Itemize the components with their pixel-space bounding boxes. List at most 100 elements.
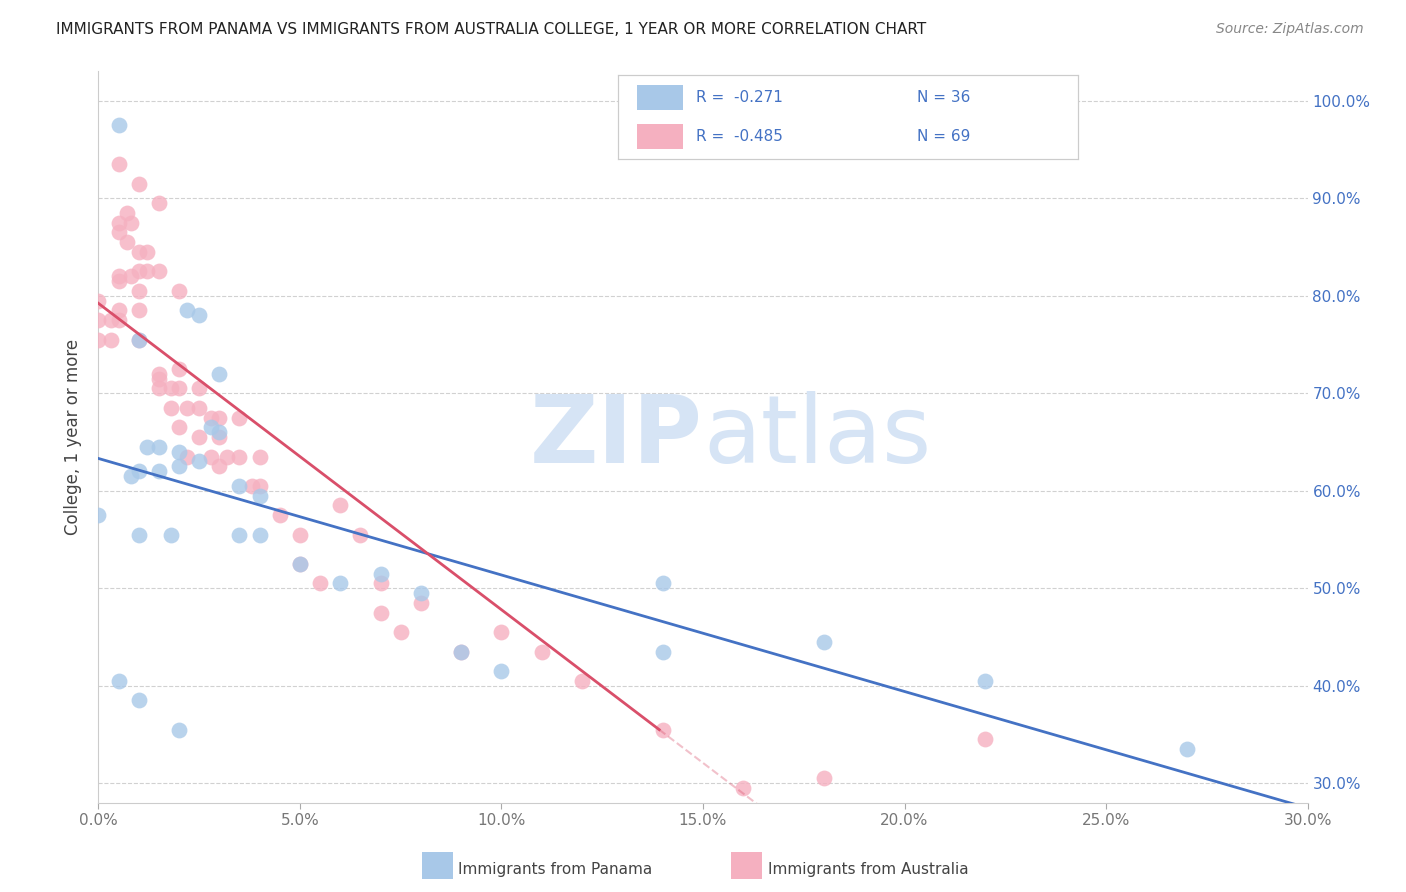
Point	[200, 450, 222, 464]
Point	[128, 693, 150, 707]
Point	[208, 459, 231, 474]
Point	[128, 264, 150, 278]
Point	[228, 410, 250, 425]
Point	[100, 313, 122, 327]
Point	[128, 303, 150, 318]
Point	[107, 274, 129, 288]
Point	[208, 410, 231, 425]
Point	[135, 244, 157, 259]
Point	[188, 401, 211, 415]
Point	[107, 118, 129, 132]
Point	[87, 508, 110, 522]
Point	[1175, 742, 1198, 756]
Point	[167, 459, 190, 474]
Point	[115, 235, 138, 249]
Point	[128, 333, 150, 347]
Point	[128, 177, 150, 191]
Point	[120, 269, 142, 284]
Point	[167, 444, 190, 458]
Point	[288, 527, 311, 541]
Point	[135, 440, 157, 454]
Point	[651, 576, 673, 591]
Point	[651, 645, 673, 659]
Point	[228, 450, 250, 464]
Point	[309, 576, 332, 591]
Point	[217, 450, 239, 464]
Point	[176, 401, 198, 415]
Point	[200, 410, 222, 425]
Point	[148, 371, 170, 385]
Point	[128, 284, 150, 298]
Point	[208, 430, 231, 444]
Point	[107, 673, 129, 688]
Point	[208, 367, 231, 381]
Point	[208, 425, 231, 440]
Text: Source: ZipAtlas.com: Source: ZipAtlas.com	[1216, 22, 1364, 37]
Text: ZIP: ZIP	[530, 391, 703, 483]
Point	[167, 381, 190, 395]
Point	[160, 527, 183, 541]
Point	[329, 499, 352, 513]
Point	[107, 313, 129, 327]
Point	[389, 625, 412, 640]
Point	[450, 645, 472, 659]
Y-axis label: College, 1 year or more: College, 1 year or more	[65, 339, 83, 535]
Point	[148, 440, 170, 454]
Point	[370, 576, 392, 591]
Point	[167, 361, 190, 376]
Point	[128, 464, 150, 478]
Point	[160, 381, 183, 395]
Point	[974, 732, 997, 747]
Text: atlas: atlas	[703, 391, 931, 483]
Point	[813, 635, 835, 649]
Text: IMMIGRANTS FROM PANAMA VS IMMIGRANTS FROM AUSTRALIA COLLEGE, 1 YEAR OR MORE CORR: IMMIGRANTS FROM PANAMA VS IMMIGRANTS FRO…	[56, 22, 927, 37]
Point	[167, 284, 190, 298]
Point	[370, 566, 392, 581]
Point	[450, 645, 472, 659]
Point	[167, 420, 190, 434]
Point	[188, 381, 211, 395]
Point	[120, 469, 142, 483]
Point	[409, 586, 432, 600]
Point	[249, 489, 271, 503]
Point	[148, 367, 170, 381]
Point	[349, 527, 371, 541]
Point	[491, 625, 513, 640]
Point	[148, 381, 170, 395]
Point	[128, 333, 150, 347]
Point	[148, 464, 170, 478]
Point	[188, 454, 211, 468]
Point	[813, 772, 835, 786]
Point	[370, 606, 392, 620]
Point	[651, 723, 673, 737]
Point	[87, 293, 110, 308]
Point	[107, 225, 129, 239]
Point	[571, 673, 593, 688]
Point	[329, 576, 352, 591]
Point	[167, 723, 190, 737]
Point	[228, 527, 250, 541]
Point	[249, 527, 271, 541]
Point	[409, 596, 432, 610]
Point	[107, 303, 129, 318]
Point	[128, 244, 150, 259]
Point	[288, 557, 311, 571]
Point	[269, 508, 291, 522]
Point	[240, 479, 263, 493]
Point	[530, 645, 553, 659]
Point	[128, 527, 150, 541]
Point	[107, 157, 129, 171]
Point	[148, 264, 170, 278]
Point	[733, 781, 755, 796]
Point	[288, 557, 311, 571]
Point	[491, 664, 513, 678]
Point	[135, 264, 157, 278]
Point	[160, 401, 183, 415]
Point	[100, 333, 122, 347]
Point	[176, 303, 198, 318]
Point	[148, 196, 170, 211]
Point	[115, 206, 138, 220]
Point	[176, 450, 198, 464]
Point	[974, 673, 997, 688]
Point	[249, 450, 271, 464]
